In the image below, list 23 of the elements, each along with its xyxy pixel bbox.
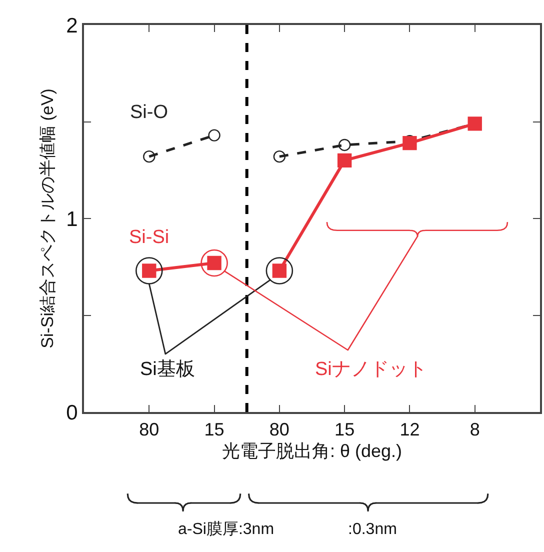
y-tick-label: 0 [66, 401, 78, 424]
point [337, 153, 352, 168]
y-axis-title: Si-Si結合スペクトルの半値幅 (eV) [38, 88, 58, 348]
text: :0.3nm [348, 521, 397, 538]
series-label: Si-O [130, 102, 168, 123]
x-tick-label: 80 [269, 420, 290, 440]
text: a-Si膜厚:3nm [178, 520, 274, 538]
x-axis-title: 光電子脱出角: θ (deg.) [222, 441, 402, 462]
y-tick-label: 1 [66, 208, 78, 231]
point [402, 136, 417, 150]
point [273, 150, 286, 163]
point [208, 129, 220, 142]
x-tick-label: 12 [400, 420, 420, 440]
annotation: Siナノドット [315, 359, 427, 380]
y-tick-label: 2 [66, 14, 78, 38]
series-label: Si-Si [129, 227, 170, 248]
x-tick-label: 80 [139, 420, 160, 440]
point [143, 150, 156, 163]
point [338, 138, 351, 152]
x-tick-label: 15 [204, 420, 224, 440]
annotation: Si基板 [140, 359, 195, 380]
x-tick-label: 15 [334, 420, 355, 440]
x-tick-label: 8 [470, 420, 480, 440]
